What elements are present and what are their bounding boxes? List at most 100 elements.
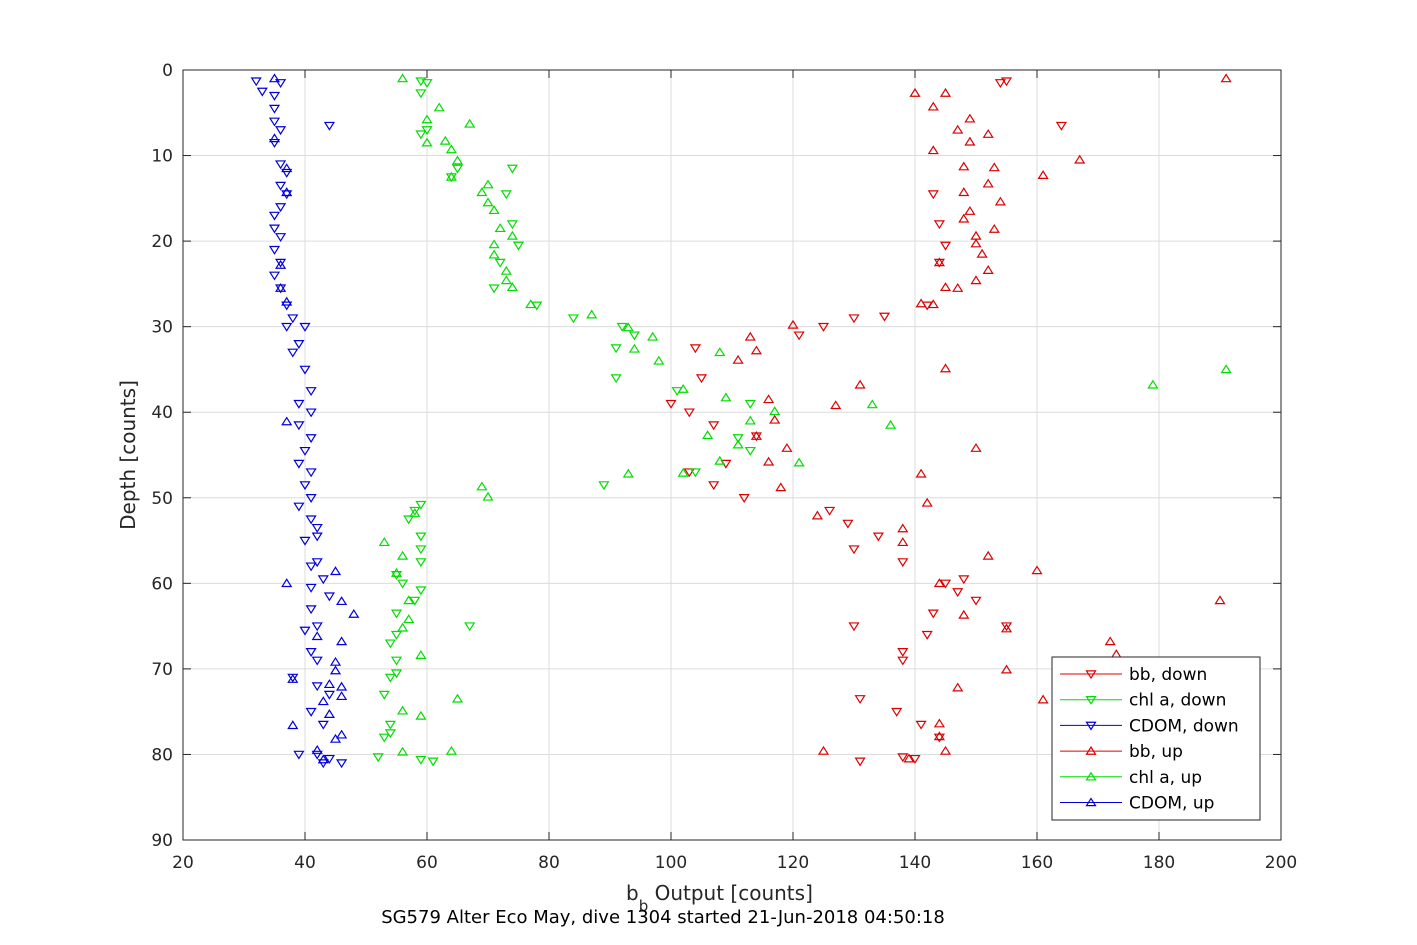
- data-point: [927, 101, 939, 111]
- legend-entry: chl a, down: [1060, 691, 1226, 711]
- x-axis-label-main: b: [626, 881, 639, 905]
- data-point: [891, 707, 903, 717]
- data-point: [500, 265, 512, 275]
- data-point: [848, 622, 860, 632]
- data-point: [281, 187, 293, 197]
- data-point: [372, 753, 384, 763]
- data-point: [268, 117, 281, 127]
- data-point: [275, 181, 287, 191]
- data-point: [476, 481, 488, 491]
- data-point: [409, 596, 421, 606]
- data-point: [323, 121, 335, 131]
- data-point: [817, 322, 830, 332]
- data-point: [415, 755, 427, 765]
- data-point: [415, 650, 427, 659]
- data-point: [390, 567, 403, 577]
- data-point: [744, 331, 756, 341]
- legend-marker: [1085, 797, 1097, 807]
- legend-label: bb, up: [1129, 742, 1183, 762]
- data-point: [842, 519, 854, 529]
- data-point: [323, 690, 335, 700]
- data-point: [970, 238, 982, 248]
- data-point: [378, 537, 390, 547]
- data-point: [323, 679, 335, 689]
- data-point: [689, 344, 701, 354]
- data-point: [689, 468, 701, 478]
- x-tick-label: 160: [1021, 853, 1053, 873]
- y-tick-label: 90: [151, 831, 173, 851]
- data-point: [958, 161, 970, 171]
- data-point: [897, 648, 909, 657]
- data-point: [610, 374, 622, 384]
- data-point: [909, 754, 921, 764]
- data-point: [415, 586, 427, 596]
- data-point: [878, 312, 891, 322]
- data-point: [305, 583, 317, 593]
- data-point: [732, 354, 744, 364]
- x-tick-label: 120: [777, 853, 809, 873]
- data-point: [695, 374, 708, 384]
- series-2: [250, 77, 348, 769]
- data-point: [982, 128, 994, 138]
- data-point: [329, 733, 342, 743]
- data-point: [927, 609, 939, 619]
- series-1: [372, 77, 756, 767]
- data-point: [348, 608, 360, 618]
- series-3: [732, 73, 1232, 763]
- data-point: [281, 163, 293, 173]
- data-point: [281, 190, 293, 200]
- data-point: [287, 673, 299, 683]
- data-point: [305, 562, 317, 572]
- y-tick-label: 70: [151, 660, 173, 680]
- data-point: [683, 408, 695, 418]
- data-point: [958, 213, 970, 223]
- data-point: [281, 301, 293, 311]
- data-point: [488, 239, 500, 249]
- data-point: [616, 322, 628, 332]
- data-point: [1037, 694, 1049, 704]
- data-point: [1055, 121, 1067, 131]
- x-axis-label-sub: b: [639, 897, 649, 915]
- data-point: [384, 673, 396, 683]
- data-point: [415, 558, 427, 568]
- data-point: [476, 187, 488, 197]
- data-point: [824, 506, 836, 516]
- data-point: [439, 135, 451, 145]
- data-point: [769, 414, 781, 424]
- x-tick-label: 60: [416, 853, 438, 873]
- x-tick-label: 80: [538, 853, 560, 873]
- data-point: [451, 155, 464, 165]
- data-point: [275, 79, 287, 89]
- data-point: [750, 430, 762, 440]
- data-point: [982, 265, 994, 274]
- data-point: [275, 258, 287, 268]
- data-point: [939, 241, 952, 251]
- data-point: [933, 733, 945, 743]
- data-point: [421, 79, 433, 89]
- data-point: [329, 665, 342, 675]
- legend-label: chl a, up: [1129, 768, 1202, 788]
- y-tick-label: 50: [151, 489, 173, 509]
- data-point: [445, 745, 457, 755]
- data-point: [872, 532, 884, 542]
- data-point: [909, 87, 921, 97]
- data-point: [964, 113, 976, 123]
- data-point: [494, 258, 506, 268]
- data-point: [933, 257, 945, 267]
- data-point: [598, 481, 610, 491]
- data-point: [952, 282, 964, 292]
- data-point: [488, 284, 500, 294]
- data-point: [415, 130, 427, 140]
- legend-marker: [1085, 771, 1097, 781]
- data-point: [299, 536, 311, 546]
- data-point: [268, 104, 281, 114]
- x-axis-label-rest: Output [counts]: [648, 881, 813, 905]
- data-point: [939, 282, 952, 292]
- data-point: [336, 729, 348, 739]
- data-point: [567, 314, 579, 324]
- data-point: [921, 630, 933, 640]
- data-point: [305, 387, 317, 397]
- data-point: [397, 579, 409, 589]
- data-point: [329, 566, 342, 576]
- data-point: [268, 73, 281, 83]
